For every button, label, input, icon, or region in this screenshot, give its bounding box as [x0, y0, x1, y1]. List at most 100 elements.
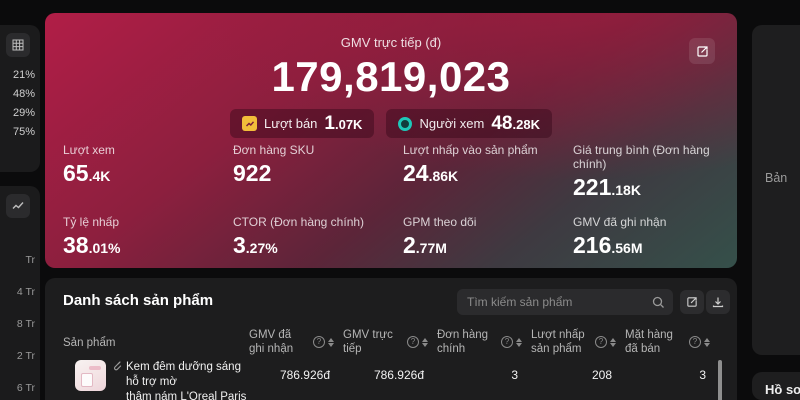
- gmv-total-value: 179,819,023: [271, 53, 511, 100]
- stat-label: GPM theo dõi: [403, 215, 477, 229]
- stat-value: 922: [233, 160, 272, 186]
- sales-badge: Lượt bán 1.07K: [230, 109, 375, 138]
- stat-value: 216: [573, 232, 612, 258]
- gmv-live-card: GMV trực tiếp (đ) 179,819,023 Lượt bán 1…: [45, 13, 737, 268]
- cell-main-orders: 3: [511, 368, 518, 382]
- chart-axis-label: 6 Tr: [16, 382, 35, 394]
- column-header-mat-hang-da-ban: Mặt hàng đã bán ?: [625, 328, 719, 357]
- column-label: Đơn hàng chính: [437, 328, 489, 355]
- stat-ctor: CTOR (Đơn hàng chính) 3.27%: [233, 215, 403, 258]
- stat-luot-xem: Lượt xem 65.4K: [63, 143, 233, 200]
- stat-gia-trung-binh: Giá trung bình (Đơn hàng chính) 221.18K: [573, 143, 737, 200]
- stat-don-hang-sku: Đơn hàng SKU 922: [233, 143, 403, 200]
- stat-value: 65: [63, 160, 89, 186]
- sort-icon[interactable]: [328, 337, 334, 347]
- sales-badge-suffix: .07K: [334, 116, 363, 132]
- profile-panel: Hồ sơ: [752, 372, 800, 400]
- help-icon[interactable]: ?: [407, 336, 419, 348]
- stat-suffix: .27%: [245, 240, 278, 256]
- column-label: Lượt nhấp sản phẩm: [531, 328, 585, 355]
- link-icon[interactable]: [112, 360, 122, 400]
- metric-percent: 75%: [12, 126, 35, 138]
- stat-label: Tỷ lệ nhấp: [63, 215, 120, 229]
- viewers-badge-value: 48: [491, 112, 513, 134]
- card-export-button[interactable]: [689, 38, 715, 64]
- column-label: Mặt hàng đã bán: [625, 328, 673, 355]
- sort-icon[interactable]: [704, 337, 710, 347]
- right-side-panel: Bản: [752, 25, 800, 355]
- stat-label: Đơn hàng SKU: [233, 143, 315, 157]
- edit-square-icon: [696, 45, 709, 58]
- product-list-panel: Danh sách sản phẩm Sản phẩm GMV đã ghi n…: [45, 278, 737, 400]
- product-name[interactable]: Kem đêm dưỡng sáng hỗ trợ mờ thâm nám L'…: [126, 360, 249, 400]
- sort-icon[interactable]: [610, 337, 616, 347]
- download-button[interactable]: [706, 290, 730, 314]
- cell-items-sold: 3: [699, 368, 706, 382]
- cell-gmv-recorded: 786.926đ: [279, 368, 330, 382]
- stat-label: Lượt nhấp vào sản phẩm: [403, 143, 538, 157]
- table-icon-button[interactable]: [6, 33, 30, 57]
- left-metrics-panel: 21% 48% 29% 75%: [0, 25, 40, 172]
- product-thumbnail: [75, 360, 106, 391]
- stat-value: 3: [233, 232, 246, 258]
- search-input[interactable]: [457, 295, 652, 309]
- sort-icon[interactable]: [422, 337, 428, 347]
- profile-label[interactable]: Hồ sơ: [765, 382, 800, 397]
- chart-axis-label: 4 Tr: [16, 286, 35, 298]
- help-icon[interactable]: ?: [689, 336, 701, 348]
- product-name-line1: Kem đêm dưỡng sáng hỗ trợ mờ: [126, 361, 241, 388]
- product-list-title: Danh sách sản phẩm: [63, 292, 214, 309]
- stat-label: GMV đã ghi nhận: [573, 215, 667, 229]
- stat-value: 38: [63, 232, 89, 258]
- help-icon[interactable]: ?: [501, 336, 513, 348]
- right-panel-label: Bản: [765, 171, 788, 185]
- stat-suffix: .4K: [88, 168, 111, 184]
- table-row[interactable]: Kem đêm dưỡng sáng hỗ trợ mờ thâm nám L'…: [63, 360, 719, 400]
- chart-axis-label: Tr: [25, 254, 35, 266]
- table-scrollbar[interactable]: [718, 360, 722, 400]
- stat-label: CTOR (Đơn hàng chính): [233, 215, 365, 229]
- help-icon[interactable]: ?: [313, 336, 325, 348]
- column-header-don-hang-chinh: Đơn hàng chính ?: [437, 328, 531, 357]
- stat-label: Lượt xem: [63, 143, 115, 157]
- sales-badge-value: 1: [324, 112, 335, 134]
- stat-luot-nhap-san-pham: Lượt nhấp vào sản phẩm 24.86K: [403, 143, 573, 200]
- help-icon[interactable]: ?: [595, 336, 607, 348]
- edit-square-icon: [686, 296, 698, 308]
- viewers-badge-suffix: .28K: [512, 116, 540, 132]
- column-header-gmv-da-ghi-nhan: GMV đã ghi nhận ?: [249, 328, 343, 357]
- product-search: [457, 289, 673, 315]
- export-button[interactable]: [680, 290, 704, 314]
- sort-icon[interactable]: [516, 337, 522, 347]
- table-icon: [12, 39, 24, 51]
- trend-icon-button[interactable]: [6, 194, 30, 218]
- stat-value: 24: [403, 160, 429, 186]
- stat-suffix: .56M: [611, 240, 643, 256]
- stat-suffix: .86K: [428, 168, 459, 184]
- stat-ty-le-nhap: Tỷ lệ nhấp 38.01%: [63, 215, 233, 258]
- column-header-luot-nhap-san-pham: Lượt nhấp sản phẩm ?: [531, 328, 625, 357]
- sales-trend-icon: [242, 116, 258, 131]
- viewers-icon: [398, 116, 413, 131]
- search-icon[interactable]: [652, 296, 673, 309]
- column-label: GMV đã ghi nhận: [249, 328, 294, 355]
- stat-gpm-theo-doi: GPM theo dõi 2.77M: [403, 215, 573, 258]
- stat-value: 2: [403, 232, 416, 258]
- product-name-line2: thâm nám L'Oreal Paris Glycolic...: [126, 391, 247, 400]
- metric-percent: 48%: [12, 88, 35, 100]
- left-chart-panel: Tr 4 Tr 8 Tr 2 Tr 6 Tr: [0, 186, 40, 400]
- column-label: GMV trực tiếp: [343, 328, 393, 355]
- stat-value: 221: [573, 174, 612, 200]
- viewers-badge: Người xem 48.28K: [386, 109, 552, 138]
- download-icon: [712, 296, 724, 308]
- cell-gmv-live: 786.926đ: [373, 368, 424, 382]
- chart-axis-label: 8 Tr: [16, 318, 35, 330]
- stat-label: Giá trung bình (Đơn hàng chính): [573, 143, 710, 171]
- stat-suffix: .01%: [88, 240, 121, 256]
- sales-badge-label: Lượt bán: [264, 116, 318, 131]
- table-header: Sản phẩm GMV đã ghi nhận ? GMV trực tiếp…: [63, 324, 719, 360]
- metric-percent: 21%: [12, 69, 35, 81]
- stats-grid: Lượt xem 65.4K Đơn hàng SKU 922 Lượt nhấ…: [63, 143, 737, 258]
- stat-gmv-da-ghi-nhan: GMV đã ghi nhận 216.56M: [573, 215, 737, 258]
- chart-axis-label: 2 Tr: [16, 350, 35, 362]
